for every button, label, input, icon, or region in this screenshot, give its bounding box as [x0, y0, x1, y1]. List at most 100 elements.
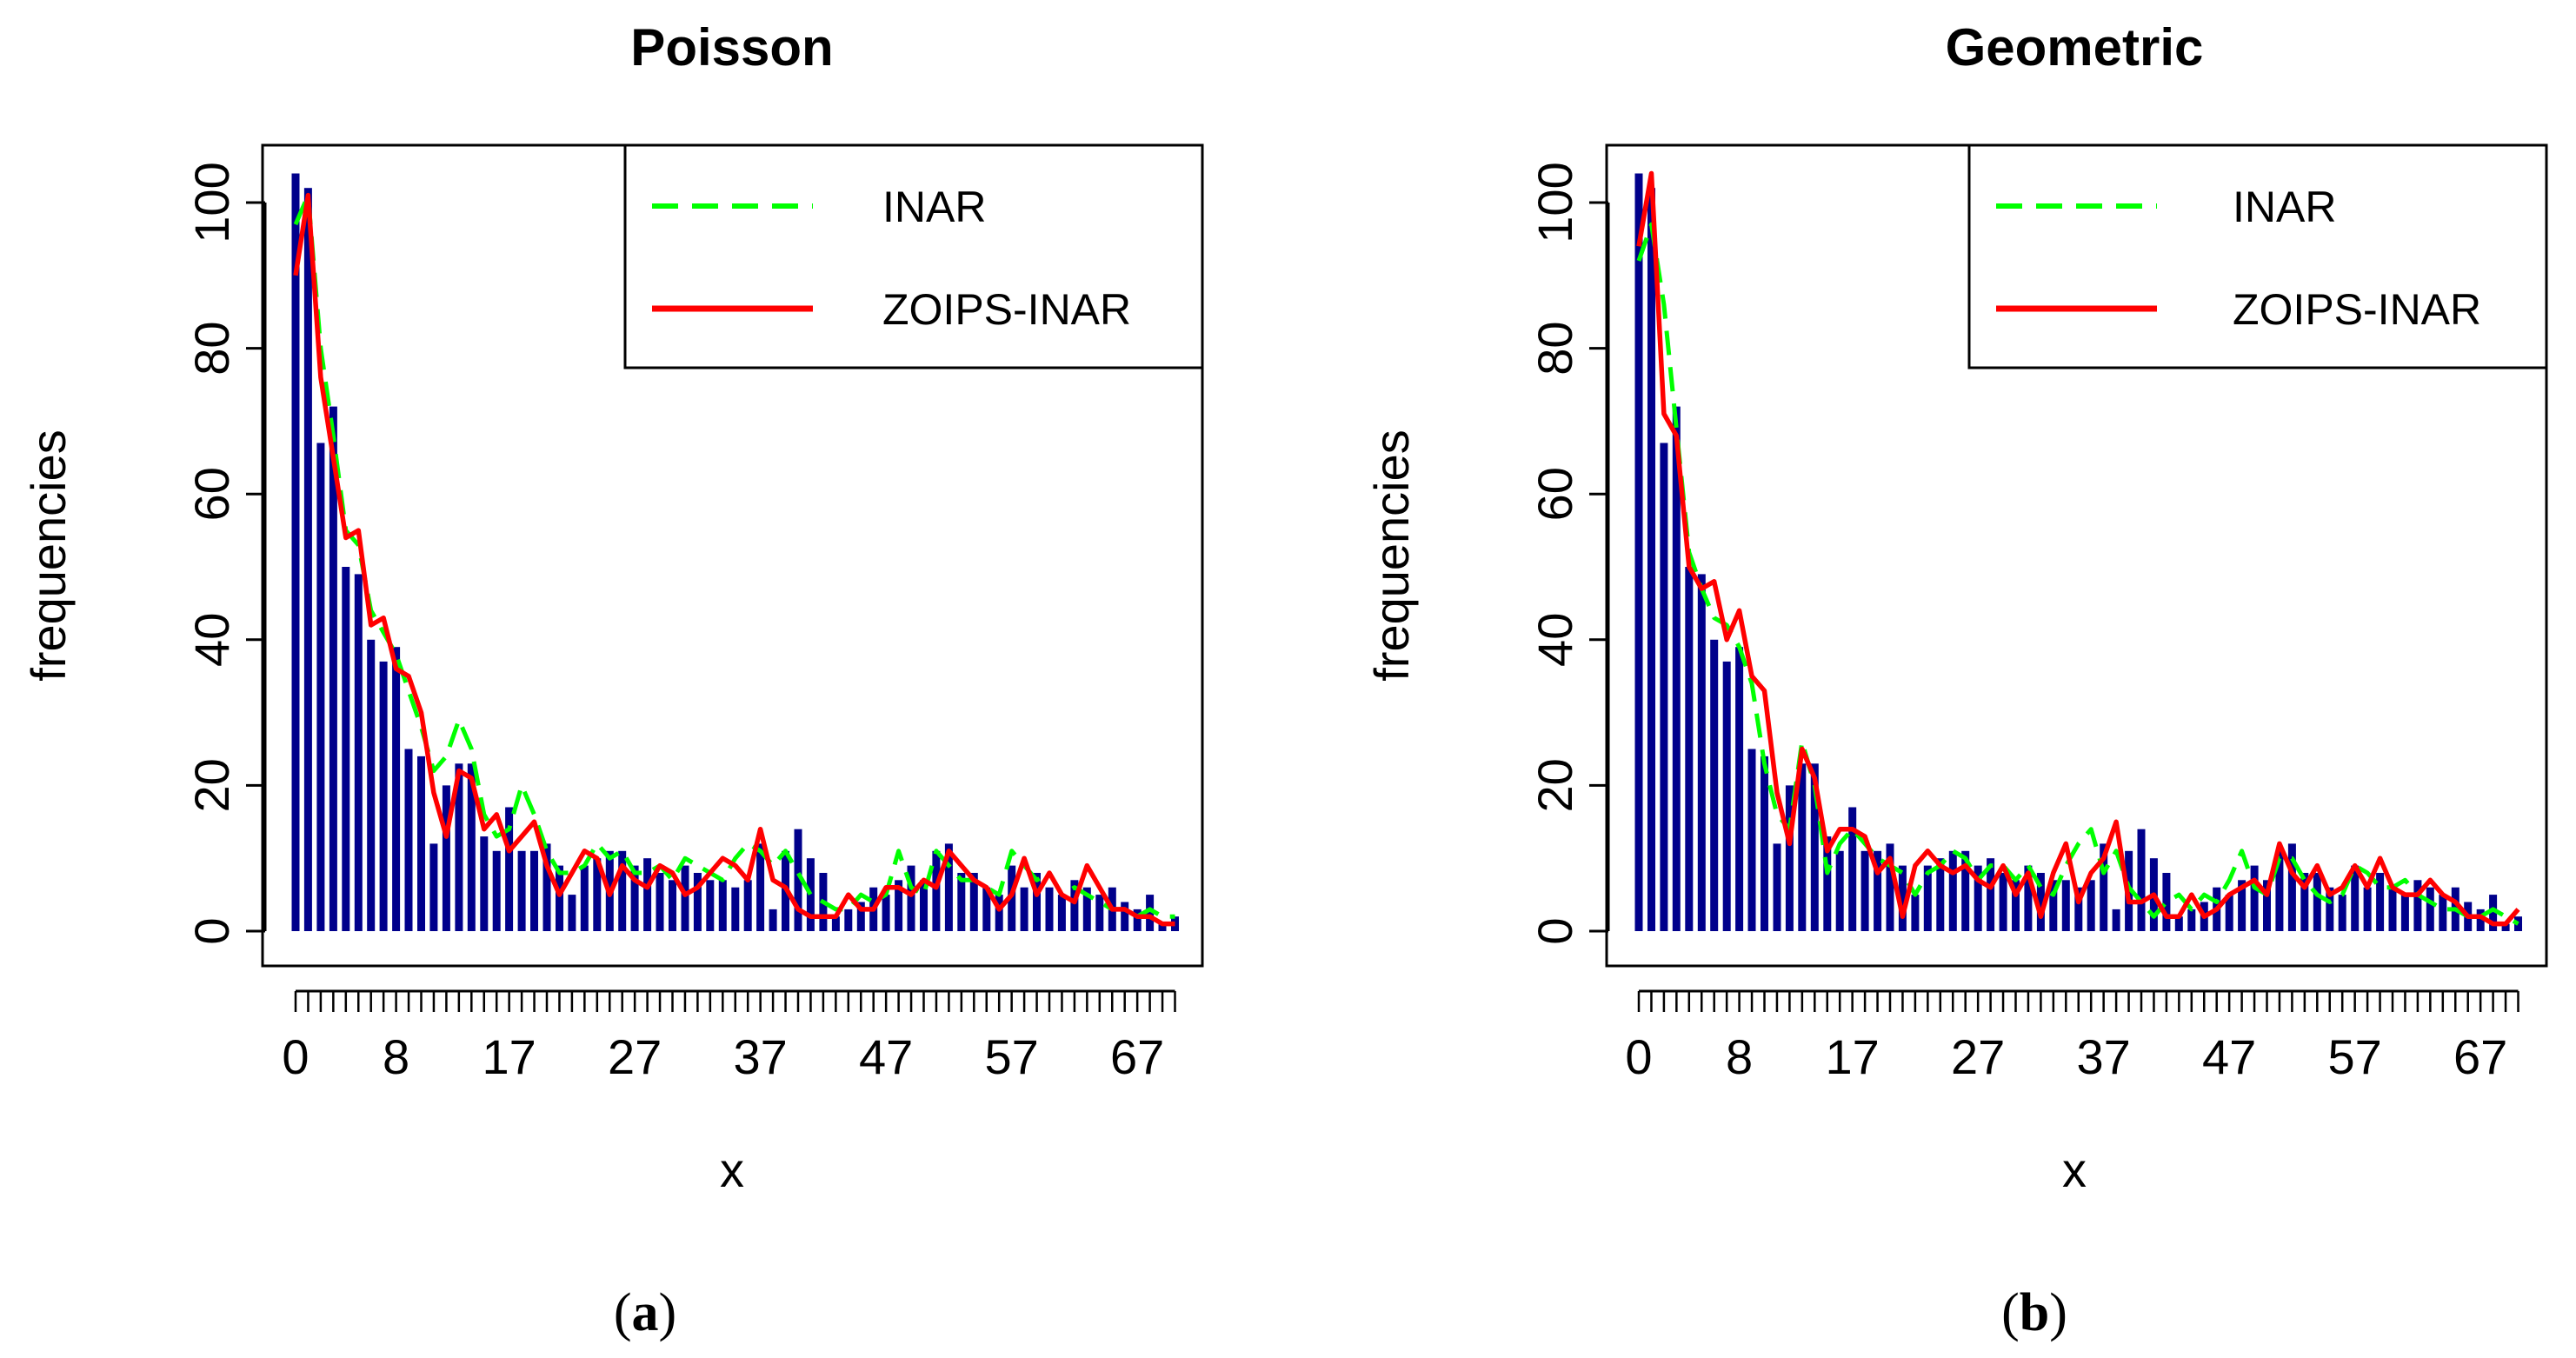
- bar: [342, 567, 350, 931]
- y-tick-label: 40: [184, 613, 239, 667]
- bar: [756, 843, 765, 931]
- bar: [1660, 443, 1668, 931]
- bar: [1121, 902, 1129, 931]
- y-tick-label: 80: [184, 321, 239, 375]
- legend-inar-label: INAR: [882, 183, 986, 231]
- bar: [656, 873, 664, 931]
- caption-close: ): [2049, 1283, 2067, 1342]
- bar: [1045, 887, 1054, 931]
- bar: [2049, 880, 2058, 931]
- bar: [2263, 880, 2271, 931]
- bar: [1911, 895, 1920, 931]
- bar: [831, 916, 840, 931]
- bar: [2225, 895, 2233, 931]
- bar: [1057, 895, 1066, 931]
- line-group: [293, 192, 1175, 927]
- bar: [480, 836, 489, 931]
- bar: [1823, 836, 1832, 931]
- bar: [1133, 909, 1142, 931]
- bar: [2326, 887, 2334, 931]
- panel-poisson: Poisson 0 20 40 60 80 100 0 8 17 27 37 47 57 67 x fr…: [21, 18, 1204, 1342]
- bar: [392, 647, 401, 931]
- x-tick-label: 47: [2202, 1029, 2256, 1084]
- bar: [2388, 887, 2397, 931]
- bar: [367, 639, 376, 931]
- bar: [844, 909, 853, 931]
- y-tick-label: 0: [1528, 917, 1582, 944]
- bar: [2351, 865, 2360, 931]
- bar: [1987, 858, 1995, 931]
- y-tick-label: 80: [1528, 321, 1582, 375]
- bar: [2363, 887, 2372, 931]
- y-axis-label: frequencies: [1364, 429, 1419, 682]
- bar: [718, 880, 727, 931]
- bar: [593, 858, 602, 931]
- x-tick-label: 47: [859, 1029, 913, 1084]
- bar: [2061, 880, 2070, 931]
- bar: [2112, 909, 2120, 931]
- y-tick-label: 100: [1528, 162, 1582, 243]
- bar: [1898, 865, 1907, 931]
- bar: [2100, 843, 2108, 931]
- bar: [354, 574, 363, 931]
- bar: [1948, 850, 1957, 931]
- bar: [1735, 647, 1744, 931]
- bar: [630, 865, 639, 931]
- bar: [2250, 865, 2259, 931]
- bar: [1146, 895, 1155, 931]
- bar: [1020, 887, 1028, 931]
- bar: [442, 785, 450, 931]
- bar: [1747, 749, 1756, 931]
- y-tick-label: 20: [184, 758, 239, 812]
- x-axis-label: x: [720, 1142, 744, 1197]
- line-group: [1636, 170, 2520, 927]
- x-tick-label: 57: [2328, 1029, 2382, 1084]
- bar: [2287, 843, 2296, 931]
- x-tick-label: 67: [2453, 1029, 2507, 1084]
- bar: [882, 895, 890, 931]
- bar: [2012, 880, 2020, 931]
- y-tick-label: 40: [1528, 613, 1582, 667]
- y-tick-label: 60: [184, 467, 239, 521]
- legend-box: [623, 143, 1204, 369]
- x-tick-label: 17: [1826, 1029, 1880, 1084]
- bar: [316, 443, 325, 931]
- bar: [2376, 873, 2385, 931]
- bar: [2413, 880, 2422, 931]
- bar: [580, 865, 589, 931]
- series-line-zoips-inar: [1636, 170, 2520, 927]
- bar: [731, 887, 740, 931]
- caption-open: (: [614, 1283, 632, 1342]
- caption-letter: a: [632, 1283, 659, 1342]
- y-tick-label: 60: [1528, 467, 1582, 521]
- x-axis: 0 8 17 27 37 47 57 67: [282, 989, 1176, 1084]
- bar: [291, 173, 300, 931]
- bar: [517, 850, 526, 931]
- bar: [2162, 873, 2171, 931]
- bar: [1936, 858, 1945, 931]
- bar: [530, 850, 538, 931]
- bar: [1785, 785, 1794, 931]
- bar: [1835, 850, 1844, 931]
- bar: [2400, 895, 2409, 931]
- legend-box: [1967, 143, 2548, 369]
- x-axis: 0 8 17 27 37 47 57 67: [1625, 989, 2519, 1084]
- bar: [1860, 850, 1869, 931]
- x-tick-label: 8: [1726, 1029, 1753, 1084]
- bar: [1999, 873, 2007, 931]
- bar: [542, 843, 551, 931]
- panel-caption: (a): [614, 1283, 676, 1342]
- bar: [693, 873, 702, 931]
- bar: [681, 865, 689, 931]
- x-tick-label: 27: [1951, 1029, 2005, 1084]
- legend: INAR ZOIPS-INAR: [1967, 143, 2548, 369]
- bar: [706, 880, 715, 931]
- chart-title: Geometric: [1946, 18, 2204, 77]
- x-tick-label: 37: [2077, 1029, 2131, 1084]
- bar: [618, 850, 627, 931]
- y-tick-label: 0: [184, 917, 239, 944]
- bar-group: [1634, 173, 2522, 932]
- bar: [1647, 188, 1655, 931]
- bar: [429, 843, 438, 931]
